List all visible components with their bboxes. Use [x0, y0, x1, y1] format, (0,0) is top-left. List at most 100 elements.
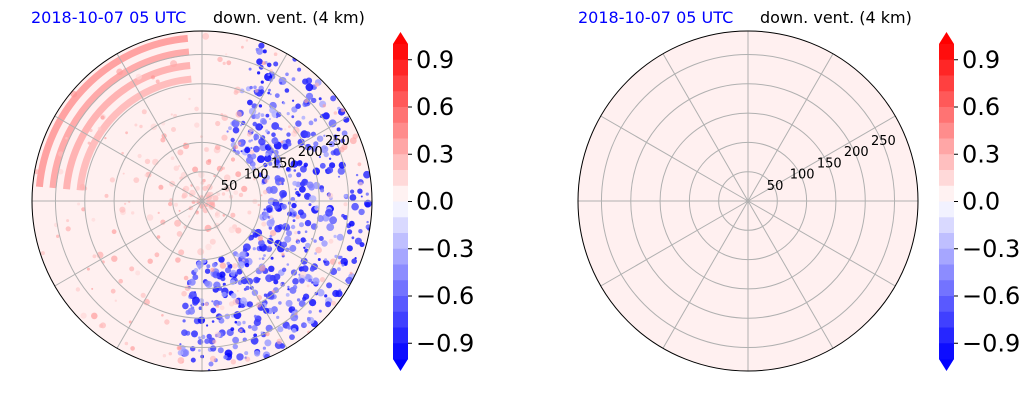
field-speckle	[249, 85, 253, 90]
field-speckle	[262, 49, 267, 54]
time-label: 2018-10-07 05 UTC	[31, 8, 187, 27]
colorbar-segment	[393, 201, 408, 218]
field-speckle	[223, 174, 231, 181]
field-speckle	[116, 68, 123, 76]
field-speckle	[204, 268, 211, 274]
field-speckle	[331, 300, 336, 306]
field-speckle	[293, 169, 297, 172]
ring-label: 250	[871, 134, 896, 149]
field-speckle	[358, 181, 364, 187]
field-speckle	[187, 307, 195, 315]
field-speckle	[87, 141, 91, 145]
field-speckle	[287, 288, 290, 291]
field-speckle	[181, 194, 186, 199]
field-speckle	[282, 143, 289, 150]
field-speckle	[266, 219, 275, 228]
colorbar-segment	[939, 75, 954, 92]
field-speckle	[188, 278, 196, 286]
field-speckle	[291, 77, 296, 82]
field-speckle	[279, 181, 282, 184]
field-speckle	[301, 322, 307, 329]
field-speckle	[124, 202, 127, 205]
field-speckle	[110, 288, 116, 294]
field-speckle	[354, 237, 362, 245]
colorbar-segment	[939, 170, 954, 187]
field-speckle	[245, 39, 249, 42]
field-speckle	[212, 195, 219, 202]
field-speckle	[215, 304, 220, 308]
field-arc	[35, 34, 189, 188]
field-speckle	[230, 359, 236, 365]
field-speckle	[56, 234, 60, 238]
field-speckle	[97, 126, 102, 131]
field-speckle	[124, 341, 129, 346]
azimuth-spoke	[747, 200, 834, 349]
field-speckle	[280, 140, 284, 144]
field-speckle	[355, 173, 359, 177]
field-speckle	[119, 206, 126, 213]
colorbar-segment	[939, 91, 954, 108]
field-speckle	[292, 219, 296, 223]
field-speckle	[349, 271, 353, 275]
field-speckle	[324, 258, 328, 262]
field-speckle	[211, 320, 215, 323]
field-speckle	[236, 289, 239, 292]
colorbar-segment	[939, 327, 954, 344]
field-speckle	[284, 88, 290, 93]
colorbar-segment	[393, 217, 408, 234]
colorbar-extend-min	[939, 359, 954, 371]
field-speckle	[235, 171, 242, 178]
field-speckle	[303, 293, 310, 300]
field-speckle	[292, 278, 299, 285]
colorbar-segment	[393, 44, 408, 61]
field-speckle	[89, 128, 93, 133]
field-speckle	[228, 226, 236, 234]
field-speckle	[260, 113, 265, 117]
colorbar-extend-max	[393, 32, 408, 44]
field-speckle	[265, 153, 269, 157]
field-speckle	[204, 280, 210, 287]
field-speckle	[291, 202, 297, 209]
ring-label: 50	[767, 179, 784, 194]
colorbar-segment	[939, 122, 954, 139]
field-speckle	[178, 209, 181, 212]
field-speckle	[139, 124, 143, 129]
field-speckle	[307, 317, 311, 321]
colorbar-segment	[939, 296, 954, 313]
field-speckle	[304, 219, 312, 227]
field-speckle	[128, 320, 132, 324]
field-speckle	[311, 281, 314, 284]
time-label: 2018-10-07 05 UTC	[578, 8, 734, 27]
field-speckle	[242, 329, 246, 332]
colorbar-tick-label: 0.3	[962, 140, 1000, 168]
field-speckle	[121, 151, 124, 155]
colorbar-segment	[939, 311, 954, 328]
colorbar-segment	[393, 327, 408, 344]
field-speckle	[305, 83, 314, 92]
field-speckle	[299, 278, 305, 284]
field-speckle	[305, 273, 311, 280]
field-speckle	[335, 290, 343, 298]
field-speckle	[34, 169, 40, 175]
field-speckle	[216, 192, 221, 196]
field-speckle	[210, 267, 215, 272]
field-speckle	[173, 165, 179, 171]
field-speckle	[308, 120, 314, 126]
field-speckle	[352, 133, 359, 140]
field-speckle	[270, 256, 274, 260]
field-speckle	[182, 319, 186, 323]
field-speckle	[221, 291, 227, 298]
field-speckle	[325, 209, 333, 217]
field-speckle	[250, 146, 253, 150]
field-speckle	[286, 112, 290, 116]
field-speckle	[65, 136, 68, 140]
field-speckle	[257, 203, 260, 207]
field-speckle	[271, 132, 276, 137]
field-speckle	[292, 180, 298, 186]
field-speckle	[245, 285, 250, 291]
field-speckle	[260, 80, 264, 84]
field-speckle	[80, 312, 87, 319]
field-speckle	[289, 244, 297, 252]
field-speckle	[340, 108, 345, 113]
field-speckle	[328, 119, 337, 128]
